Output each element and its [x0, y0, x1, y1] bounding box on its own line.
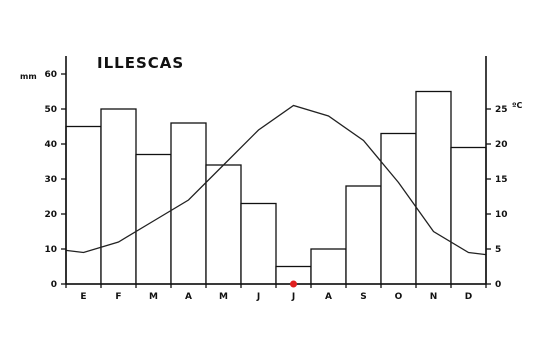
- bar-6: [240, 202, 277, 285]
- x-tick-label: S: [360, 292, 366, 302]
- bar-8: [310, 248, 347, 285]
- left-tick-label: 10: [44, 245, 57, 255]
- x-tick-label: A: [325, 292, 332, 302]
- bar-5: [205, 164, 242, 285]
- x-tick-label: J: [291, 292, 295, 302]
- left-axis-unit: mm: [20, 72, 37, 81]
- left-axis-ticks: 0 10 20 30 40 50 60: [44, 70, 66, 290]
- temperature-line: [65, 104, 487, 256]
- x-tick-label: A: [185, 292, 192, 302]
- right-tick-label: 25: [495, 105, 508, 115]
- precipitation-bars: [65, 90, 487, 285]
- right-tick-label: 0: [495, 280, 501, 290]
- left-tick-label: 50: [44, 105, 57, 115]
- right-axis-unit: ºC: [512, 101, 523, 110]
- right-tick-label: 20: [495, 140, 508, 150]
- left-tick-label: 0: [51, 280, 57, 290]
- right-axis-ticks: 0 5 10 15 20 25: [486, 105, 508, 290]
- x-tick-label: E: [80, 292, 86, 302]
- bar-10: [380, 132, 417, 285]
- x-tick-label: J: [256, 292, 260, 302]
- bar-4: [170, 122, 207, 285]
- x-tick-label: O: [395, 292, 403, 302]
- left-tick-label: 60: [44, 70, 57, 80]
- bar-1: [65, 125, 102, 285]
- bar-12: [450, 146, 487, 285]
- bar-2: [100, 108, 137, 285]
- x-tick-label: D: [465, 292, 472, 302]
- left-tick-label: 20: [44, 210, 57, 220]
- bar-9: [345, 185, 382, 285]
- right-tick-label: 10: [495, 210, 508, 220]
- chart-title: ILLESCAS: [97, 54, 184, 72]
- bar-11: [415, 90, 452, 285]
- right-tick-label: 5: [495, 245, 501, 255]
- x-tick-label: M: [219, 292, 228, 302]
- right-tick-label: 15: [495, 175, 508, 185]
- left-tick-label: 40: [44, 140, 57, 150]
- x-tick-label: M: [149, 292, 158, 302]
- left-tick-label: 30: [44, 175, 57, 185]
- x-tick-label: N: [430, 292, 438, 302]
- bar-3: [135, 153, 172, 285]
- july-marker: [290, 280, 297, 288]
- x-tick-label: F: [115, 292, 121, 302]
